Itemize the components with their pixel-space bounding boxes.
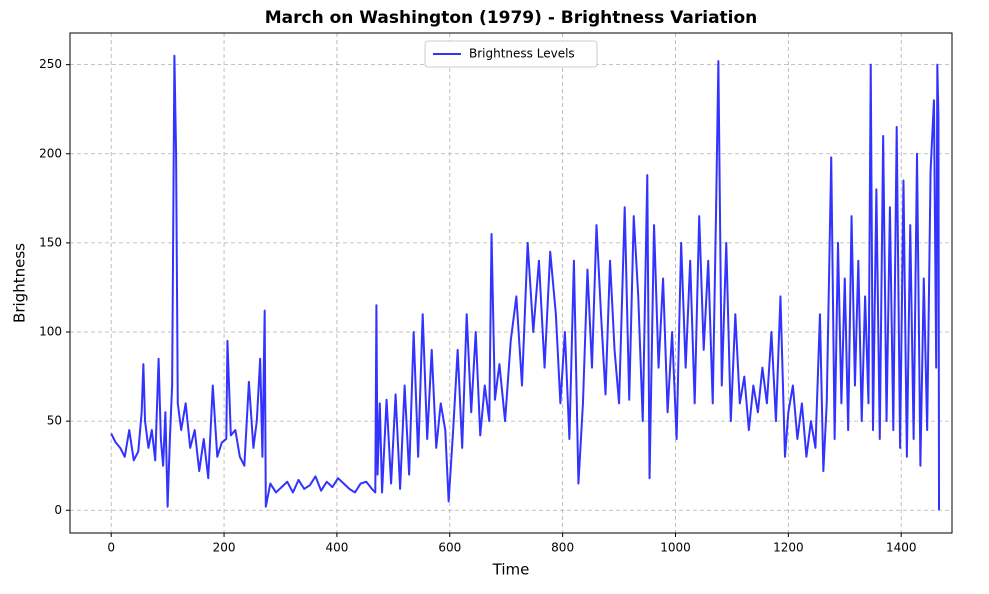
y-tick-label: 200 xyxy=(39,146,62,160)
x-tick-label: 400 xyxy=(325,541,348,555)
legend-box xyxy=(424,40,598,68)
legend-label: Brightness Levels xyxy=(469,47,575,61)
y-axis-label: Brightness xyxy=(11,243,29,323)
y-tick-label: 250 xyxy=(39,57,62,71)
y-tick-label: 50 xyxy=(47,414,62,428)
x-tick-label: 800 xyxy=(551,541,574,555)
y-tick-label: 150 xyxy=(39,235,62,249)
x-tick-label: 1200 xyxy=(773,541,804,555)
x-tick-label: 1000 xyxy=(660,541,691,555)
x-axis-label: Time xyxy=(492,561,530,579)
y-tick-label: 0 xyxy=(54,503,62,517)
x-tick-label: 200 xyxy=(213,541,236,555)
x-tick-label: 600 xyxy=(438,541,461,555)
chart-title: March on Washington (1979) - Brightness … xyxy=(265,8,758,28)
y-tick-label: 100 xyxy=(39,325,62,339)
plot-frame xyxy=(69,32,953,534)
x-tick-label: 1400 xyxy=(886,541,917,555)
x-tick-label: 0 xyxy=(107,541,115,555)
data-line xyxy=(110,54,941,511)
